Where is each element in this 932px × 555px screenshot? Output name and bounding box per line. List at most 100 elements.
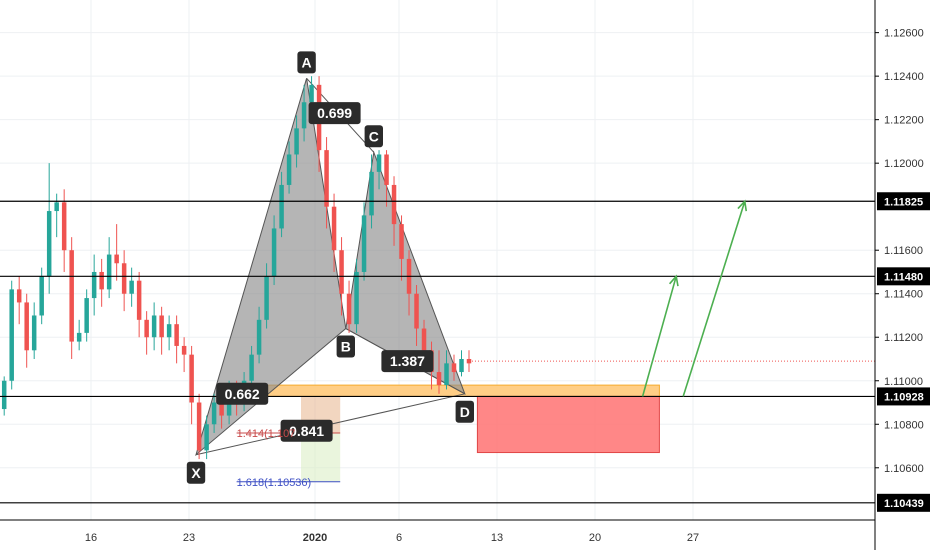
candle-up — [361, 215, 367, 272]
candle-up — [256, 319, 262, 355]
x-tick-label: 6 — [396, 532, 402, 544]
price-level-badge: 1.11480 — [877, 267, 930, 286]
candle-down — [391, 184, 397, 225]
candle-up — [271, 228, 277, 277]
candle-down — [181, 345, 187, 355]
price-level-badge-bg — [877, 387, 930, 406]
target-arrow-2-head — [737, 199, 748, 212]
ratio-label: 0.699 — [308, 102, 361, 125]
ratio-label-text: 0.699 — [317, 105, 352, 121]
candle-up — [354, 271, 359, 325]
y-tick-label: 1.11000 — [884, 376, 923, 388]
ratio-label-bg — [280, 419, 333, 442]
candle-down — [69, 250, 74, 342]
ratio-label: 0.841 — [280, 419, 333, 442]
candle-up — [211, 402, 217, 425]
point-label-d: D — [455, 400, 474, 423]
y-tick-label: 1.12600 — [884, 28, 924, 40]
candle-down — [219, 402, 224, 416]
y-tick-label: 1.11600 — [884, 245, 923, 257]
candle-up — [459, 358, 464, 373]
candle-up — [286, 154, 292, 185]
price-level-badge: 1.11825 — [877, 192, 930, 211]
ratio-label-bg — [216, 382, 269, 405]
candle-down — [24, 302, 29, 351]
point-label-c-text: C — [369, 128, 379, 144]
price-level-badge: 1.10439 — [877, 493, 930, 512]
price-level-badge-text: 1.10928 — [884, 391, 924, 403]
candle-up — [9, 289, 14, 381]
candle-up — [76, 332, 82, 342]
ratio-label-bg — [308, 102, 361, 125]
x-tick-label: 23 — [183, 532, 195, 544]
point-label-x-text: X — [191, 465, 201, 481]
price-level-badge-bg — [877, 267, 930, 286]
point-label-c-bg — [364, 125, 383, 148]
pattern-labels: X A B C D 0.699 0.662 0.841 1.387 1.414(1.107 1.61… — [186, 51, 474, 489]
candle-down — [174, 324, 179, 346]
price-level-lines — [0, 200, 875, 504]
point-label-b: B — [336, 335, 355, 358]
candle-down — [99, 271, 104, 290]
candle-down — [339, 250, 344, 294]
x-tick-label: 2020 — [303, 532, 327, 544]
ratio-label-bg — [381, 350, 434, 373]
point-label-b-bg — [336, 335, 355, 358]
candle-up — [369, 171, 374, 216]
candle-up — [84, 298, 89, 333]
projection-arrows — [641, 199, 748, 397]
price-level-badge-text: 1.11825 — [884, 196, 923, 208]
candle-down — [414, 293, 419, 329]
candle-up — [39, 276, 44, 316]
fib-level-label: 1.618(1.10536) — [237, 477, 312, 489]
candle-down — [324, 150, 329, 207]
candle-up — [166, 324, 172, 338]
candle-down — [399, 224, 404, 259]
candle-down — [331, 206, 337, 251]
candle-up — [31, 315, 37, 351]
price-level-badge-text: 1.11480 — [884, 271, 923, 283]
point-label-d-text: D — [460, 404, 470, 420]
y-tick-label: 1.12200 — [884, 115, 924, 127]
y-tick-label: 1.10800 — [884, 419, 924, 431]
candle-down — [144, 319, 149, 338]
candle-up — [46, 211, 52, 277]
point-label-c: C — [364, 125, 383, 148]
price-level-badge-text: 1.10439 — [884, 498, 924, 510]
candle-down — [346, 293, 352, 325]
y-tick-label: 1.11400 — [884, 289, 923, 301]
x-tick-label: 20 — [589, 532, 601, 544]
candle-down — [16, 289, 22, 303]
candle-up — [54, 202, 59, 212]
y-tick-label: 1.10600 — [884, 463, 924, 475]
x-tick-label: 16 — [85, 532, 97, 544]
point-label-x-bg — [186, 461, 206, 484]
candle-up — [91, 271, 97, 299]
candlestick-series — [1, 76, 472, 460]
price-level-badge-bg — [877, 192, 930, 211]
price-level-badge-bg — [877, 493, 930, 512]
ratio-label-text: 0.662 — [225, 386, 260, 402]
candle-up — [151, 315, 157, 338]
ratio-label: 1.387 — [381, 350, 434, 373]
candle-up — [294, 128, 299, 155]
y-tick-label: 1.11200 — [884, 332, 923, 344]
target-arrow-2 — [682, 201, 746, 397]
ratio-label-text: 1.387 — [390, 353, 425, 369]
y-tick-label: 1.12000 — [884, 158, 924, 170]
candle-up — [279, 184, 284, 229]
stop-zone — [476, 395, 660, 454]
ratio-label-text: 0.841 — [289, 423, 324, 439]
target-arrow-1 — [641, 276, 677, 397]
candle-down — [136, 280, 142, 320]
candle-down — [384, 154, 389, 185]
candle-down — [189, 354, 194, 403]
point-label-a-text: A — [302, 54, 312, 70]
candle-up — [376, 154, 382, 172]
entry-zone — [227, 384, 660, 397]
ratio-label: 0.662 — [216, 382, 269, 405]
candle-up — [204, 424, 209, 451]
candle-down — [121, 263, 127, 294]
